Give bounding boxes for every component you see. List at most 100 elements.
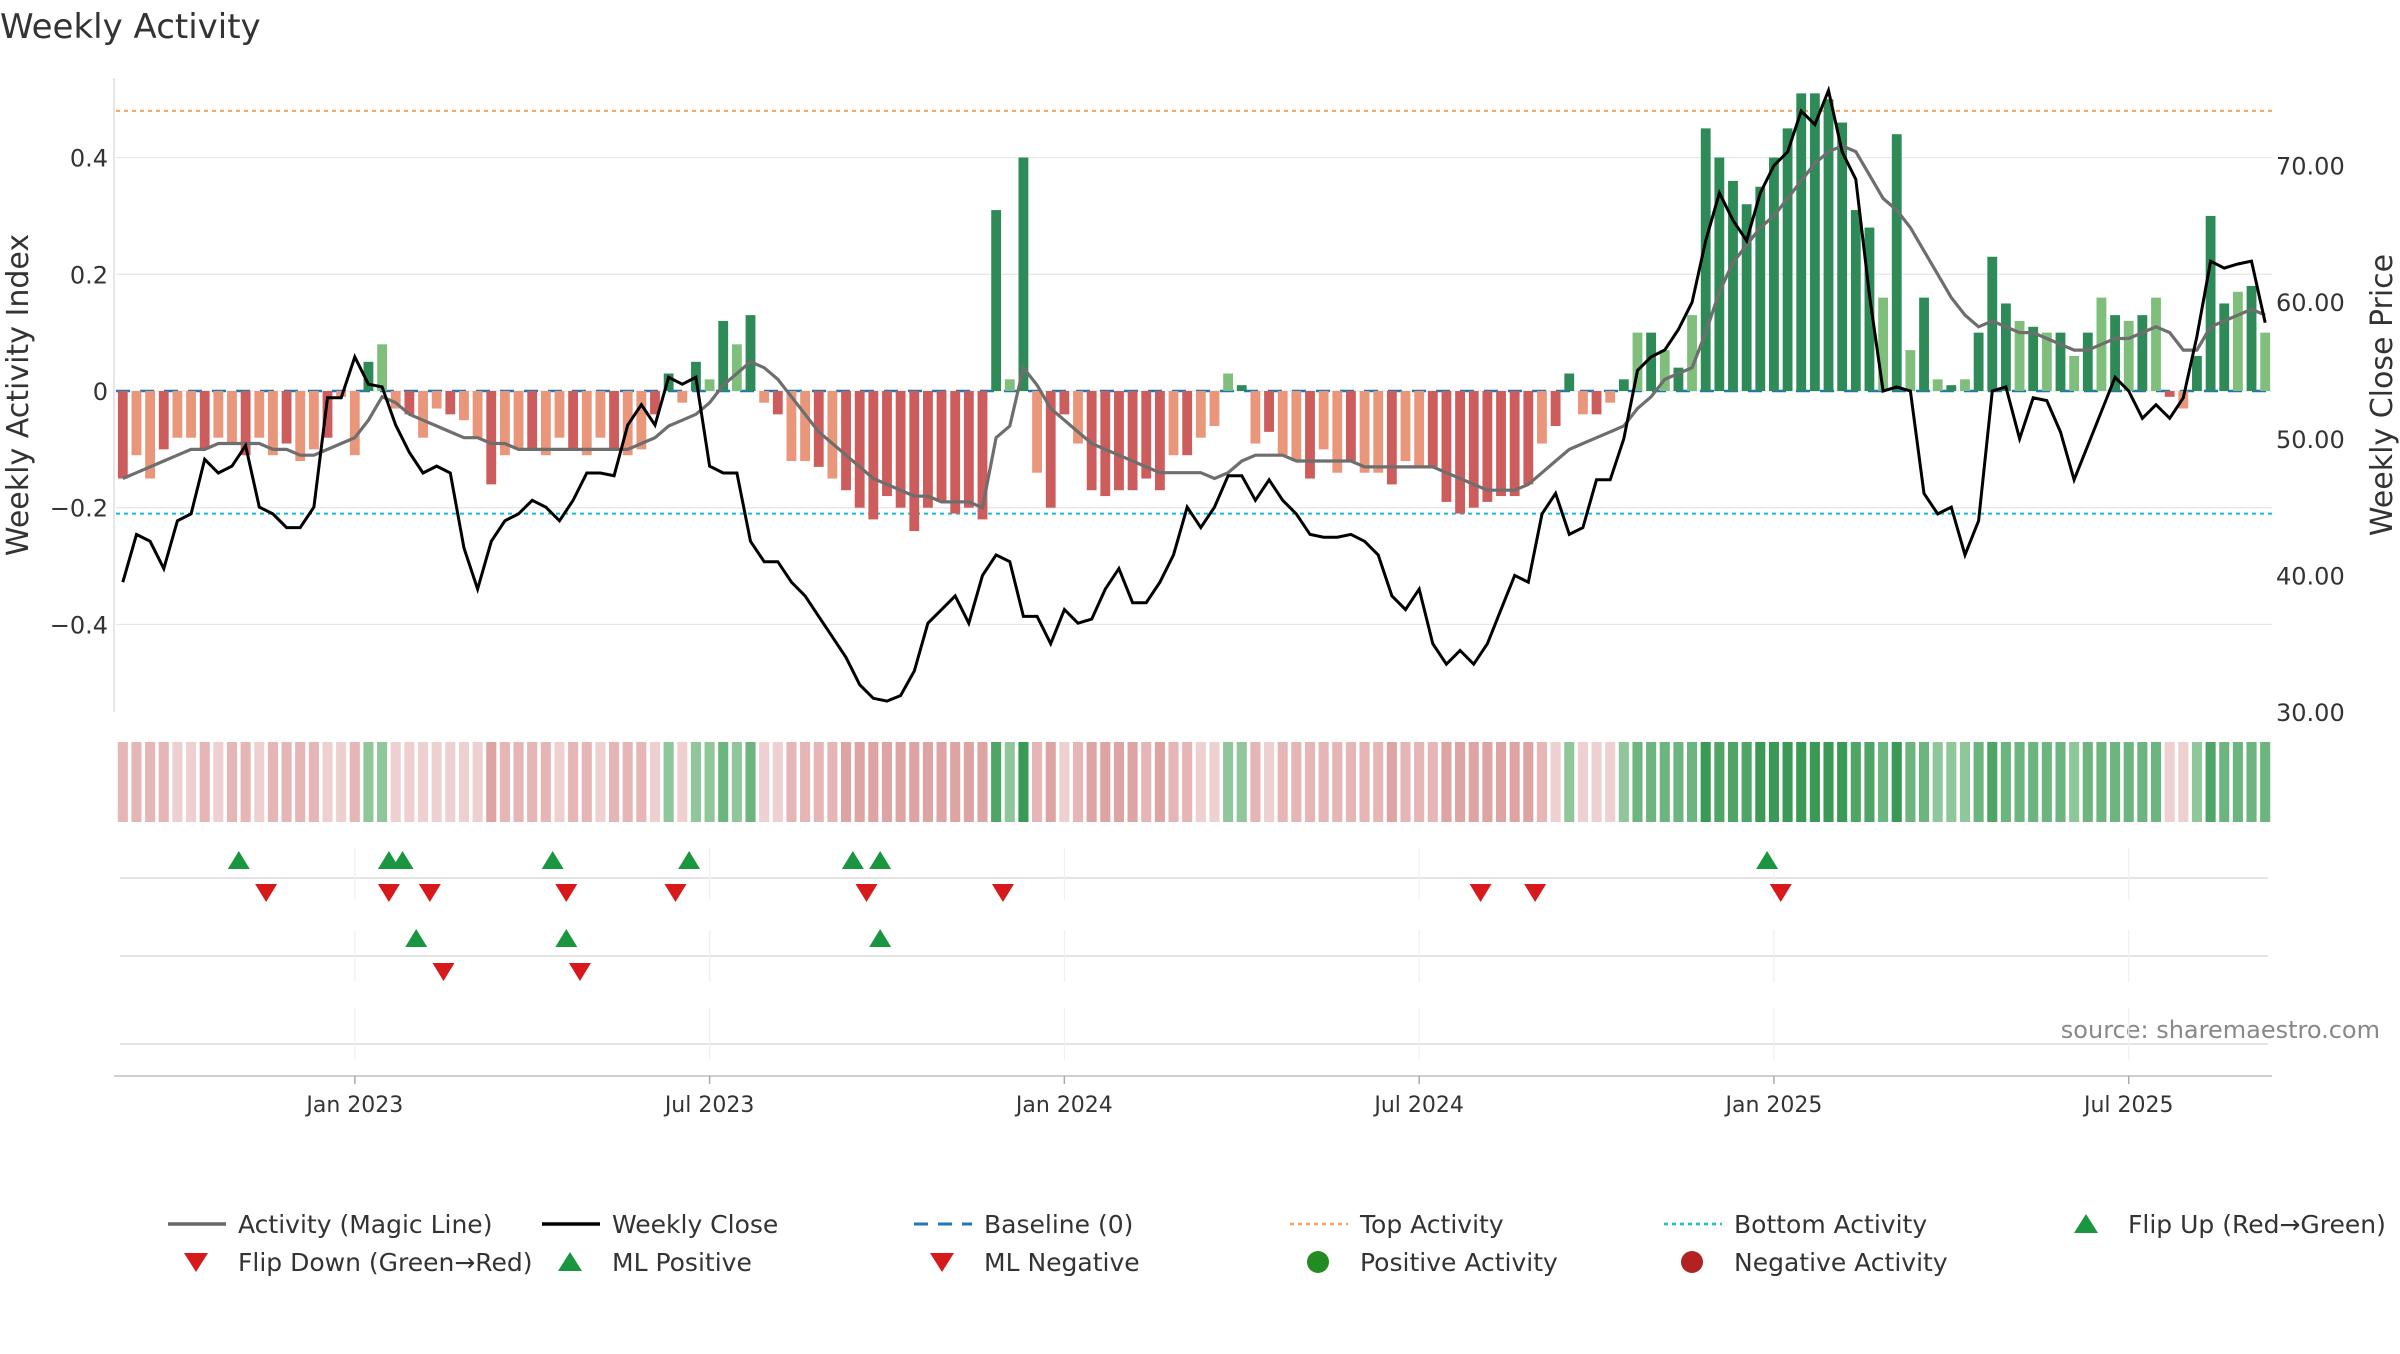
activity-bar [418, 391, 428, 438]
legend-label: Flip Down (Green→Red) [238, 1248, 533, 1277]
activity-bar [281, 391, 292, 444]
signal-markers [120, 848, 2268, 1060]
activity-bar [1045, 391, 1056, 508]
activity-bar [1919, 297, 1929, 391]
heat-cell [513, 742, 524, 822]
heat-cell [540, 742, 551, 822]
heat-cell [868, 742, 879, 822]
heat-cell [1072, 742, 1084, 822]
heat-cell [1564, 742, 1575, 822]
heat-cell [363, 742, 374, 822]
activity-bar [1523, 391, 1534, 485]
heat-cell [390, 742, 401, 822]
x-tick-label: Jul 2024 [1372, 1093, 1464, 1118]
heat-cell [2096, 742, 2107, 822]
activity-bar [1223, 373, 1234, 391]
heat-cell [336, 742, 347, 822]
activity-bar [1441, 391, 1452, 502]
legend-swatch [1681, 1251, 1703, 1273]
heat-cell [131, 742, 142, 822]
flip-down-marker [418, 884, 441, 902]
activity-bars [117, 93, 2271, 532]
heat-cell [2219, 742, 2230, 822]
heat-cell [1605, 742, 1616, 822]
series-lines [121, 85, 2267, 703]
heat-cell [1700, 742, 1711, 822]
legend-item: Baseline (0) [914, 1210, 1133, 1239]
activity-bar [2082, 332, 2093, 391]
activity-bar [1468, 391, 1479, 508]
activity-bar [199, 391, 210, 450]
legend-item: Flip Down (Green→Red) [184, 1248, 533, 1277]
ml-positive-marker [869, 929, 892, 947]
heat-cell [117, 742, 128, 822]
heat-cell [991, 742, 1002, 822]
heat-cell [1973, 742, 1984, 822]
flip-down-marker [991, 884, 1014, 902]
heat-cell [731, 742, 742, 822]
heat-cell [1345, 742, 1356, 822]
heat-cell [2055, 742, 2066, 822]
flip-up-marker [841, 851, 864, 869]
x-axis: Jan 2023 Jul 2023 Jan 2024 Jul 2024 Jan 2025… [114, 1075, 2272, 1118]
right-axis-label: Weekly Close Price [2365, 254, 2400, 536]
activity-bar [1318, 391, 1329, 450]
activity-bar [513, 391, 524, 450]
heat-cell [1946, 742, 1957, 822]
heat-cell [1441, 742, 1452, 822]
heat-cell [1182, 742, 1193, 822]
heat-cell [2069, 742, 2080, 822]
activity-bar [1386, 391, 1397, 485]
source-label: source: sharemaestro.com [2061, 1016, 2380, 1044]
x-tick-label: Jul 2025 [2082, 1093, 2174, 1118]
activity-bar [1837, 122, 1848, 391]
right-tick-label: 50.00 [2276, 426, 2345, 454]
heat-cell [1523, 742, 1534, 822]
activity-bar [1359, 391, 1370, 473]
activity-bar [1114, 391, 1124, 491]
heat-cell [636, 742, 647, 822]
heat-cell [1386, 742, 1397, 822]
activity-bar [745, 315, 756, 391]
heat-cell [1154, 742, 1165, 822]
activity-bar [718, 320, 729, 391]
activity-bar [1141, 391, 1152, 479]
activity-bar [1659, 350, 1670, 391]
heat-cell [1195, 742, 1206, 822]
heat-cell [1796, 742, 1807, 822]
weekly-close-series [121, 85, 2267, 703]
activity-bar [1059, 391, 1070, 415]
activity-heat-strip [117, 742, 2271, 822]
activity-bar [1073, 391, 1083, 444]
activity-bar [1741, 204, 1752, 391]
activity-bar [1277, 391, 1288, 456]
legend-swatch [558, 1252, 582, 1271]
heat-cell [895, 742, 906, 822]
activity-bar [2041, 332, 2052, 391]
activity-bar [772, 391, 783, 415]
activity-bar [377, 344, 388, 391]
heat-cell [1782, 742, 1793, 822]
heat-cell [431, 742, 442, 822]
left-tick-label: 0 [93, 378, 108, 406]
activity-bar [650, 391, 660, 415]
heat-cell [609, 742, 620, 822]
heat-cell [786, 742, 797, 822]
activity-bar [1236, 385, 1247, 391]
activity-bar [1346, 391, 1356, 462]
heat-cell [813, 742, 824, 822]
activity-bar [363, 361, 374, 391]
activity-bar [1018, 157, 1029, 391]
heat-cell [1673, 742, 1684, 822]
heat-cell [377, 742, 388, 822]
legend-item: ML Negative [930, 1248, 1140, 1277]
legend-label: Negative Activity [1734, 1248, 1948, 1277]
legend-item: Bottom Activity [1664, 1210, 1927, 1239]
flip-up-marker [227, 851, 250, 869]
activity-bar [1782, 128, 1793, 391]
activity-bar [759, 391, 770, 403]
right-tick-label: 70.00 [2276, 153, 2345, 181]
ml-negative-marker [568, 963, 591, 981]
